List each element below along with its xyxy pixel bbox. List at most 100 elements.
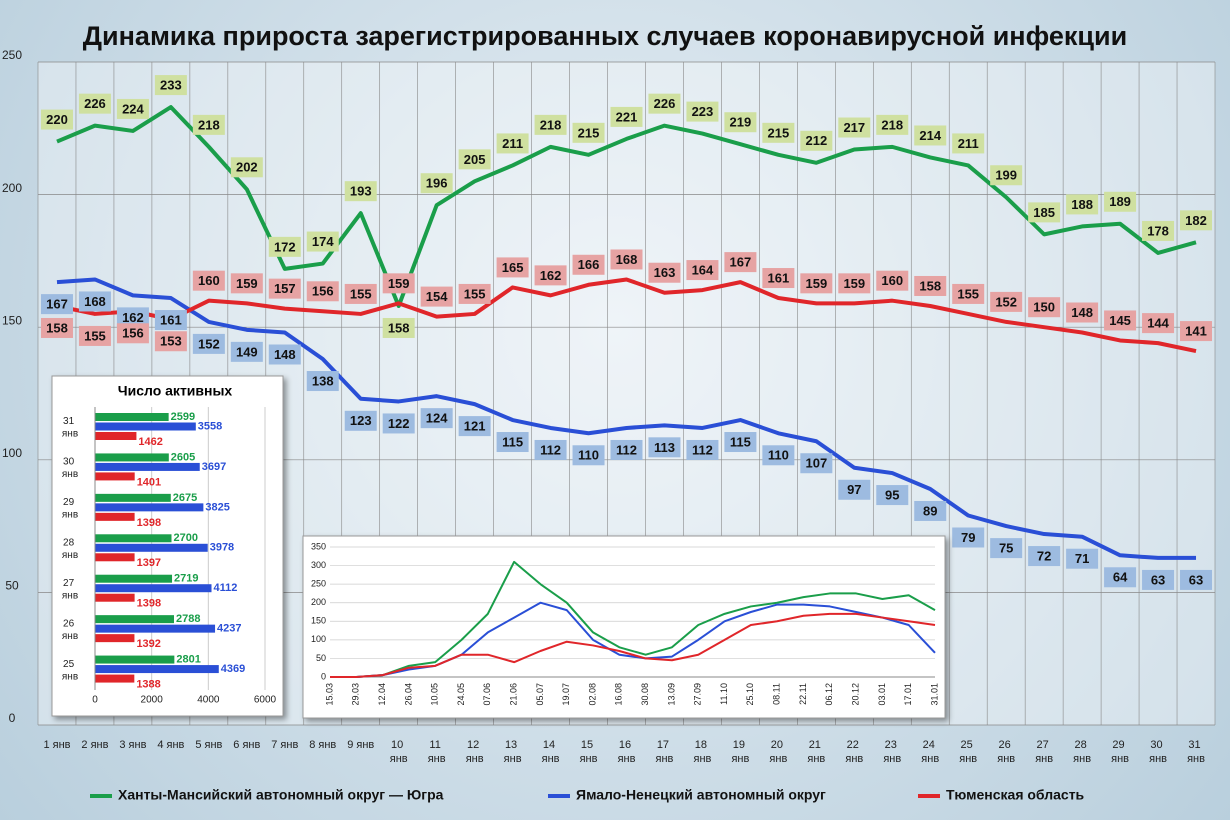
- data-label: 2788: [176, 613, 200, 625]
- data-label: 112: [692, 442, 713, 457]
- data-label: 233: [160, 78, 182, 93]
- data-label: 144: [1147, 316, 1169, 331]
- data-label: 166: [578, 257, 600, 272]
- x-tick-label: 20 янв: [769, 739, 787, 765]
- data-label: 193: [350, 184, 372, 199]
- data-label-box: [990, 538, 1023, 559]
- data-label: 223: [692, 104, 714, 119]
- series-line: [56, 105, 1197, 308]
- data-label: 211: [502, 136, 523, 151]
- data-label: 167: [730, 255, 752, 270]
- x-tick-label: 26.04: [403, 683, 413, 706]
- data-label: 162: [540, 268, 562, 283]
- data-label: 122: [388, 416, 410, 431]
- bar: [95, 624, 216, 633]
- data-label-box: [78, 291, 111, 312]
- x-tick-label: 0: [92, 695, 98, 706]
- data-label: 63: [1189, 572, 1203, 587]
- x-tick-label: 20.12: [850, 683, 860, 706]
- data-label: 64: [1113, 570, 1128, 585]
- x-tick-label: 12.04: [377, 683, 387, 706]
- data-label-box: [344, 410, 377, 431]
- data-label: 1462: [138, 436, 162, 448]
- data-label: 220: [46, 112, 68, 127]
- data-label: 113: [654, 440, 675, 455]
- series-line: [56, 277, 1197, 560]
- data-label-box: [838, 479, 871, 500]
- data-label: 1398: [137, 598, 161, 610]
- x-tick-label: 22 янв: [845, 739, 863, 765]
- y-tick-label: 250: [311, 579, 326, 589]
- data-label-box: [420, 286, 453, 307]
- x-tick-label: 03.01: [877, 683, 887, 706]
- data-label: 221: [616, 109, 638, 124]
- x-tick-label: 25.10: [745, 683, 755, 706]
- data-label: 212: [805, 133, 827, 148]
- y-tick-label: 50: [5, 579, 19, 593]
- y-tick-label: 100: [311, 634, 326, 644]
- data-label-box: [990, 291, 1023, 312]
- data-label-box: [534, 114, 567, 135]
- data-label: 71: [1075, 551, 1089, 566]
- y-tick-label: 26 янв: [62, 618, 78, 642]
- data-label: 196: [426, 176, 448, 191]
- data-label-box: [344, 181, 377, 202]
- data-label-box: [192, 114, 225, 135]
- data-label-box: [1028, 546, 1061, 567]
- y-tick-label: 0: [9, 711, 16, 725]
- data-label: 2605: [171, 451, 195, 463]
- data-label: 145: [1109, 313, 1131, 328]
- bar: [95, 512, 135, 521]
- data-label-box: [306, 231, 339, 252]
- data-label: 217: [843, 120, 865, 135]
- x-tick-label: 29.03: [351, 683, 361, 706]
- bar: [95, 413, 169, 421]
- data-label: 158: [388, 320, 410, 335]
- data-label-box: [876, 114, 909, 135]
- data-label-box: [990, 165, 1023, 186]
- bar: [95, 534, 172, 543]
- data-label-box: [306, 281, 339, 302]
- data-label-box: [40, 294, 73, 315]
- x-tick-label: 4 янв: [157, 739, 184, 751]
- data-label-box: [838, 273, 871, 294]
- data-label-box: [648, 437, 681, 458]
- data-label: 168: [616, 252, 638, 267]
- x-tick-label: 19.07: [561, 683, 571, 706]
- data-label: 202: [236, 160, 258, 175]
- x-tick-label: 02.08: [587, 683, 597, 706]
- data-label: 4112: [214, 582, 238, 594]
- data-label-box: [154, 75, 187, 96]
- x-tick-label: 5 янв: [195, 739, 222, 751]
- legend-label: Ханты-Мансийский автономный округ — Югра: [118, 787, 444, 803]
- data-label: 155: [350, 286, 372, 301]
- bar: [95, 665, 219, 674]
- x-tick-label: 15.03: [324, 683, 334, 706]
- data-label: 63: [1151, 572, 1165, 587]
- data-label-box: [1028, 202, 1061, 223]
- y-tick-label: 350: [311, 541, 326, 551]
- data-label-box: [458, 149, 491, 170]
- data-label-box: [496, 257, 529, 278]
- x-tick-label: 13 янв: [504, 739, 522, 765]
- x-tick-label: 17 янв: [656, 739, 674, 765]
- x-tick-label: 6000: [254, 695, 277, 706]
- data-label: 3697: [202, 461, 226, 473]
- data-label-box: [610, 249, 643, 270]
- data-label-box: [724, 112, 757, 133]
- data-label: 205: [464, 152, 486, 167]
- data-label: 161: [160, 312, 182, 327]
- data-label: 75: [999, 541, 1013, 556]
- data-label-box: [382, 273, 415, 294]
- data-label-box: [382, 413, 415, 434]
- data-label-box: [914, 500, 947, 521]
- data-label: 2675: [173, 492, 197, 504]
- chart-title: Динамика прироста зарегистрированных слу…: [83, 21, 1127, 51]
- x-tick-label: 27.09: [693, 683, 703, 706]
- bar: [95, 422, 196, 431]
- data-label-box: [952, 527, 985, 548]
- bar: [95, 574, 173, 583]
- data-label: 121: [464, 419, 486, 434]
- x-tick-label: 24.05: [456, 683, 466, 706]
